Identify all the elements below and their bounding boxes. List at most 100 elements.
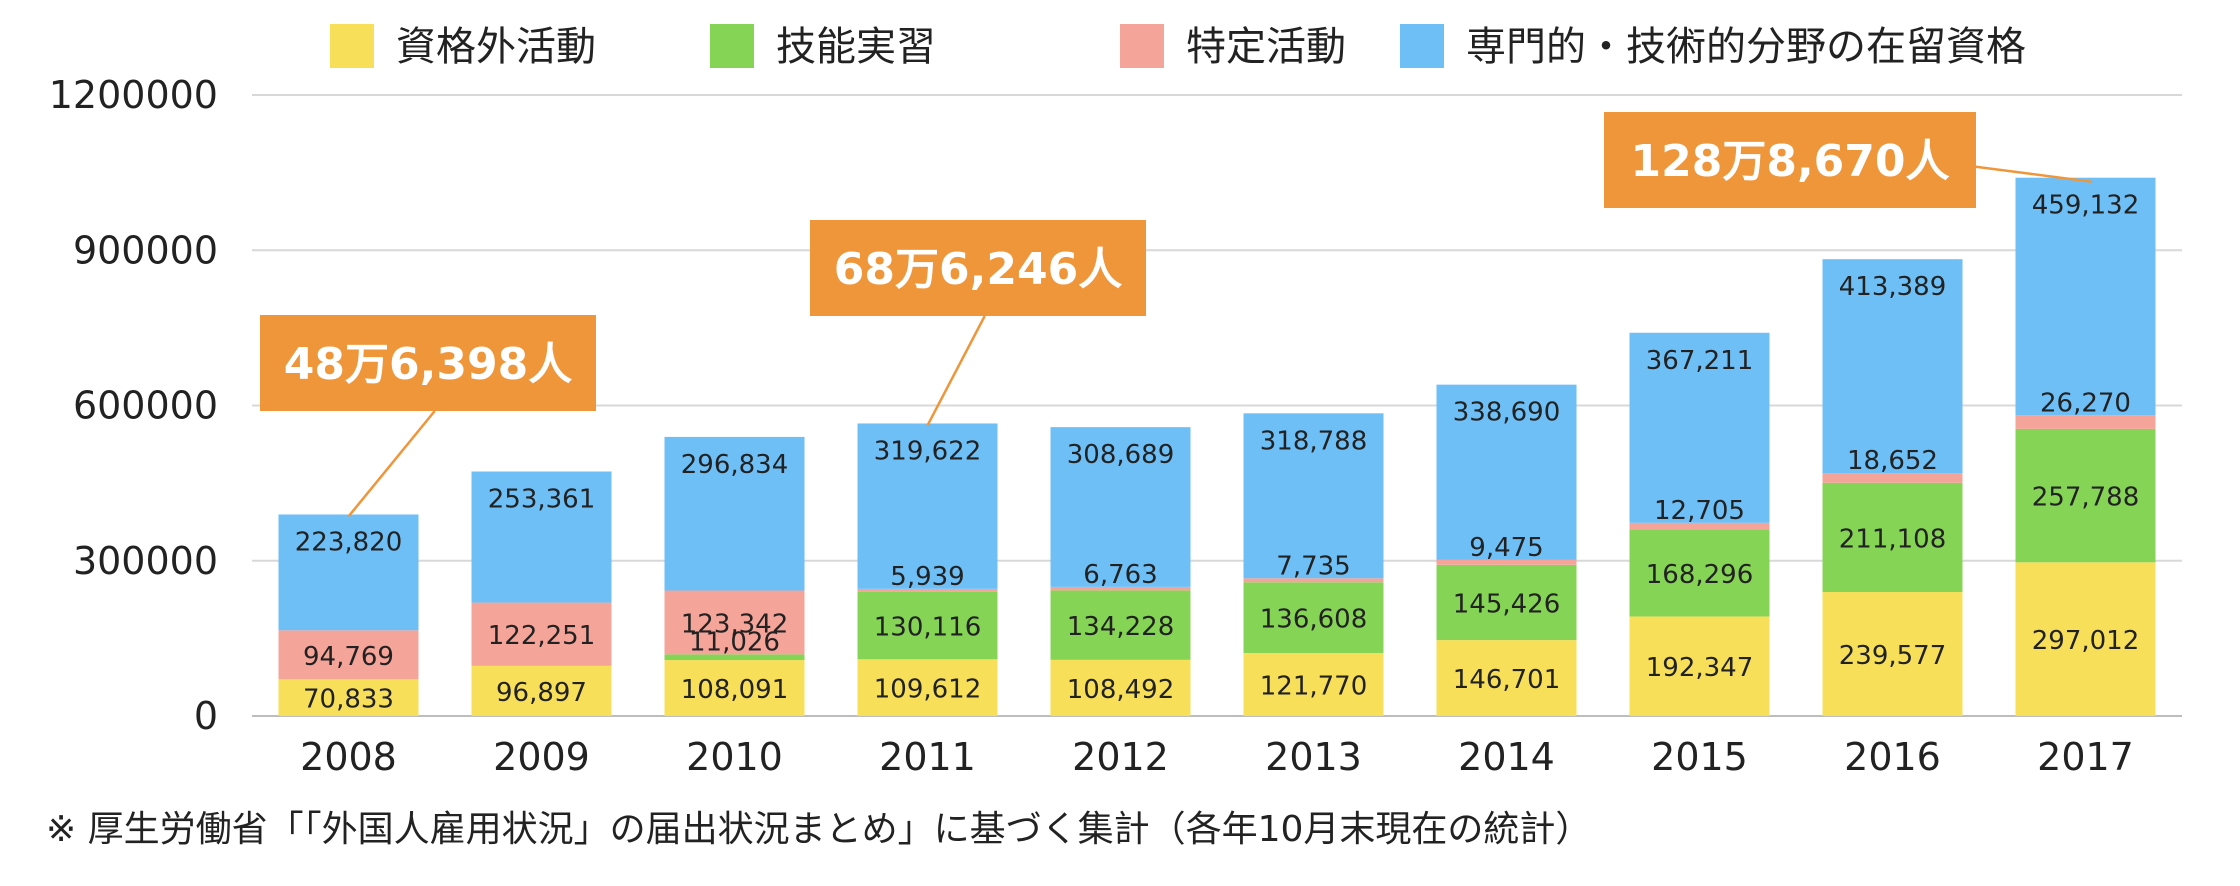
bar-segment xyxy=(857,659,998,716)
bar-segment xyxy=(1436,559,1577,565)
bar-segment xyxy=(857,591,998,660)
bar-segment xyxy=(664,436,805,591)
data-label: 12,705 xyxy=(1654,496,1745,526)
bar-stack xyxy=(1822,259,1963,716)
x-tick-label: 2008 xyxy=(300,735,397,779)
x-tick-label: 2016 xyxy=(1844,735,1941,779)
bar-segment xyxy=(1243,652,1384,716)
bar-segment xyxy=(1629,616,1770,716)
data-label: 134,228 xyxy=(1067,612,1175,642)
bar-segment xyxy=(1243,413,1384,579)
x-tick-label: 2014 xyxy=(1458,735,1555,779)
data-label: 253,361 xyxy=(488,484,596,514)
data-label: 413,389 xyxy=(1839,272,1947,302)
bar-stack xyxy=(857,423,998,716)
x-axis: 2008 2009 2010 2011 2012 2013 2014 2015 2016 2017 xyxy=(300,735,2134,779)
bar-segment xyxy=(471,471,612,603)
x-tick-label: 2013 xyxy=(1265,735,1362,779)
data-label: 257,788 xyxy=(2032,483,2140,513)
legend-label: 特定活動 xyxy=(1186,24,1346,70)
data-label: 136,608 xyxy=(1260,605,1368,635)
legend-label: 資格外活動 xyxy=(396,24,596,70)
callout-leader xyxy=(926,315,986,427)
bar-stack xyxy=(1436,384,1577,716)
data-label: 18,652 xyxy=(1847,446,1938,476)
callout: 48万6,398人 xyxy=(260,315,596,518)
callout-leader xyxy=(347,410,436,518)
x-tick-label: 2017 xyxy=(2037,735,2134,779)
bar-segment xyxy=(471,602,612,666)
data-label: 338,690 xyxy=(1453,398,1561,428)
bar-segment xyxy=(1822,482,1963,593)
callout-label: 48万6,398人 xyxy=(284,339,572,390)
data-label: 130,116 xyxy=(874,613,982,643)
bar-segment xyxy=(664,590,805,655)
bar-segment xyxy=(857,588,998,592)
x-tick-label: 2012 xyxy=(1072,735,1169,779)
legend-swatch xyxy=(1120,24,1164,68)
data-label: 168,296 xyxy=(1646,560,1754,590)
bar-segment xyxy=(278,630,419,680)
y-tick-label: 600000 xyxy=(73,384,218,428)
legend-swatch xyxy=(710,24,754,68)
bar-stack xyxy=(1629,332,1770,716)
x-tick-label: 2010 xyxy=(686,735,783,779)
y-axis: 0 300000 600000 900000 1200000 xyxy=(49,73,218,738)
data-label: 108,492 xyxy=(1067,675,1175,705)
legend-swatch xyxy=(330,24,374,68)
bar-segment xyxy=(2015,415,2156,429)
callout-label: 68万6,246人 xyxy=(834,244,1122,295)
bar-stack xyxy=(2015,177,2156,716)
legend-item: 専門的・技術的分野の在留資格 xyxy=(1400,24,2026,70)
bar-segment xyxy=(1436,564,1577,641)
bar-segment xyxy=(1050,427,1191,587)
bar-segment xyxy=(1629,522,1770,530)
data-label: 108,091 xyxy=(681,675,789,705)
data-label: 7,735 xyxy=(1276,551,1350,581)
legend-label: 専門的・技術的分野の在留資格 xyxy=(1466,24,2026,70)
data-label: 5,939 xyxy=(890,562,964,592)
y-tick-label: 300000 xyxy=(73,539,218,583)
data-label: 70,833 xyxy=(303,685,394,715)
legend-item: 特定活動 xyxy=(1120,24,1346,70)
bar-segment xyxy=(664,660,805,716)
bar-stack xyxy=(278,514,419,716)
data-label: 367,211 xyxy=(1646,346,1754,376)
bar-segment xyxy=(2015,562,2156,716)
data-label: 146,701 xyxy=(1453,665,1561,695)
legend: 資格外活動 技能実習 特定活動 専門的・技術的分野の在留資格 xyxy=(330,24,2026,70)
x-tick-label: 2009 xyxy=(493,735,590,779)
callouts: 48万6,398人 68万6,246人 128万8,670人 xyxy=(260,112,2092,518)
data-label: 123,342 xyxy=(681,609,789,639)
data-label: 296,834 xyxy=(681,450,789,480)
bar-stack xyxy=(1050,427,1191,716)
bar-segment xyxy=(278,679,419,716)
data-label: 122,251 xyxy=(488,621,596,651)
data-label: 96,897 xyxy=(496,678,587,708)
data-label: 145,426 xyxy=(1453,589,1561,619)
legend-item: 資格外活動 xyxy=(330,24,596,70)
data-label: 94,769 xyxy=(303,642,394,672)
bar-segment xyxy=(278,514,419,631)
legend-label: 技能実習 xyxy=(776,24,936,70)
bar-segment xyxy=(1822,473,1963,483)
data-label: 26,270 xyxy=(2040,388,2131,418)
bar-segment xyxy=(1050,590,1191,660)
bar-segment xyxy=(1050,659,1191,716)
legend-swatch xyxy=(1400,24,1444,68)
x-tick-label: 2011 xyxy=(879,735,976,779)
data-label: 459,132 xyxy=(2032,191,2140,221)
bar-stack xyxy=(664,436,805,716)
callout-box xyxy=(260,315,596,411)
data-label: 239,577 xyxy=(1839,641,1947,671)
data-label: 211,108 xyxy=(1839,524,1947,554)
data-label: 318,788 xyxy=(1260,426,1368,456)
bar-segment xyxy=(1629,332,1770,523)
callout-box xyxy=(1604,112,1976,208)
data-label: 11,026 xyxy=(689,627,780,657)
bar-segment xyxy=(857,423,998,589)
callout-box xyxy=(810,220,1146,316)
bar-segment xyxy=(1243,578,1384,583)
data-label: 319,622 xyxy=(874,436,982,466)
callout-leader xyxy=(1969,164,2092,183)
